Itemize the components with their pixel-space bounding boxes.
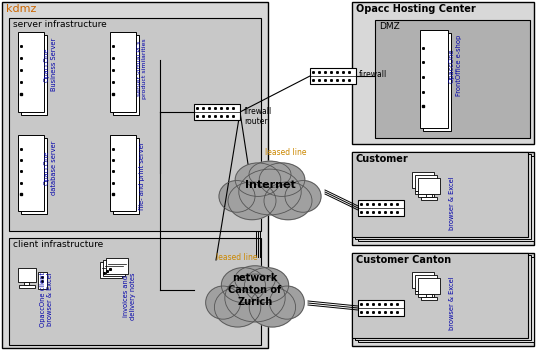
Bar (310, 68, 356, 84)
Bar (355, 255, 531, 340)
Bar (426, 194, 432, 197)
Bar (21, 35, 47, 115)
Text: OpaccOne client
browser & Excel: OpaccOne client browser & Excel (40, 272, 53, 327)
Bar (421, 197, 437, 200)
Bar (38, 272, 47, 289)
Ellipse shape (249, 161, 291, 188)
Ellipse shape (259, 163, 305, 196)
Ellipse shape (244, 268, 289, 303)
Text: server infrastructure: server infrastructure (13, 20, 107, 29)
Bar (415, 275, 437, 291)
Bar (113, 138, 139, 214)
Bar (19, 285, 35, 288)
Bar (352, 253, 528, 338)
Bar (24, 282, 29, 285)
Bar (418, 194, 434, 197)
Ellipse shape (270, 286, 304, 319)
Ellipse shape (285, 181, 321, 212)
Bar (375, 20, 530, 138)
Text: Internet: Internet (244, 180, 295, 190)
Bar (415, 175, 437, 191)
Bar (358, 257, 534, 342)
Bar (352, 152, 528, 237)
Ellipse shape (235, 266, 276, 293)
Text: server virtual PCs
product similarities: server virtual PCs product similarities (137, 38, 147, 99)
Bar (352, 152, 534, 245)
Ellipse shape (228, 182, 276, 220)
Bar (9, 238, 261, 345)
Text: DMZ: DMZ (379, 22, 400, 31)
Ellipse shape (225, 274, 285, 322)
Text: OpaccOne
Business Server: OpaccOne Business Server (43, 38, 56, 91)
Bar (110, 135, 136, 211)
Bar (420, 30, 448, 128)
Text: firewall: firewall (359, 70, 387, 79)
Bar (415, 191, 431, 194)
Text: OpaccOne
database server: OpaccOne database server (43, 141, 56, 195)
Text: browser & Excel: browser & Excel (449, 176, 455, 230)
Ellipse shape (219, 181, 255, 212)
Bar (358, 156, 534, 241)
Bar (418, 178, 440, 194)
Text: invoices and
delivery notes: invoices and delivery notes (123, 272, 137, 320)
Text: Opacc Hosting Center: Opacc Hosting Center (356, 4, 476, 14)
Text: OpaccOne
FrontOffice e-shop: OpaccOne FrontOffice e-shop (449, 35, 461, 96)
Text: browser & Excel: browser & Excel (449, 276, 455, 330)
Bar (358, 300, 404, 316)
Bar (100, 262, 122, 278)
Bar (9, 18, 261, 231)
Ellipse shape (214, 287, 261, 327)
Bar (418, 278, 440, 294)
Bar (110, 32, 136, 112)
Text: network
Canton of
Zurich: network Canton of Zurich (228, 273, 281, 307)
Bar (113, 35, 139, 115)
Ellipse shape (239, 169, 301, 215)
Bar (18, 135, 44, 211)
Text: firewall
router: firewall router (244, 107, 272, 126)
Ellipse shape (249, 287, 295, 327)
Ellipse shape (221, 268, 265, 303)
Ellipse shape (235, 163, 281, 196)
Bar (352, 253, 534, 346)
Text: kdmz: kdmz (6, 4, 36, 14)
Bar (352, 2, 534, 144)
Bar (426, 294, 432, 297)
Bar (423, 291, 429, 294)
Bar (358, 200, 404, 216)
Bar (421, 297, 437, 300)
Ellipse shape (264, 182, 312, 220)
Bar (420, 288, 426, 291)
Text: leased line: leased line (265, 148, 307, 157)
Bar (423, 33, 451, 131)
Bar (194, 104, 240, 120)
Bar (412, 272, 434, 288)
Bar (355, 154, 531, 239)
Bar (18, 32, 44, 112)
Text: file- and print server: file- and print server (139, 141, 145, 210)
Bar (106, 258, 128, 274)
Bar (415, 291, 431, 294)
Text: Customer Canton: Customer Canton (356, 255, 451, 265)
Text: Customer: Customer (356, 154, 409, 164)
Bar (21, 138, 47, 214)
Bar (418, 294, 434, 297)
Bar (18, 268, 36, 282)
Ellipse shape (206, 286, 241, 319)
Bar (412, 172, 434, 188)
Bar (2, 2, 268, 348)
Bar (103, 260, 125, 276)
Bar (423, 191, 429, 194)
Bar (420, 188, 426, 191)
Text: client infrastructure: client infrastructure (13, 240, 103, 249)
Text: leased line: leased line (216, 253, 257, 262)
